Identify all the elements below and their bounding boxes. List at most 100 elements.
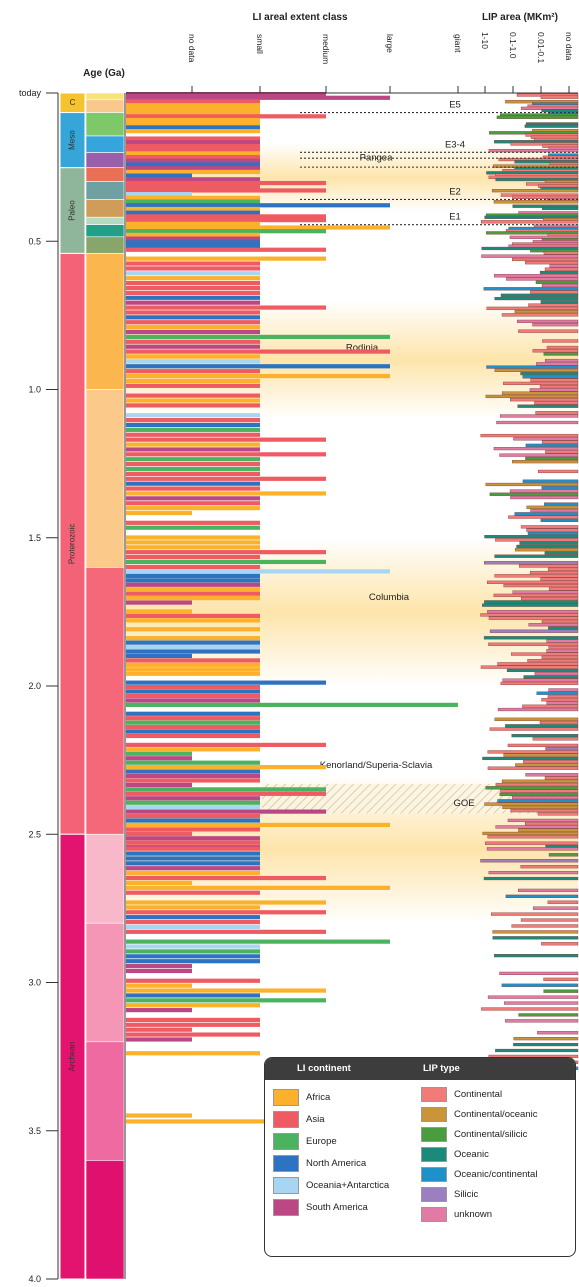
lip-category-label: 1-10 [480, 32, 490, 49]
legend-lip-label: unknown [454, 1208, 493, 1220]
lip-bar [488, 149, 579, 153]
li-bar [126, 591, 260, 596]
li-bar [126, 354, 260, 359]
period-block [85, 567, 125, 835]
lip-bar [485, 482, 579, 487]
lip-bar [517, 319, 579, 324]
li-bar [126, 733, 260, 739]
lip-bar [483, 876, 579, 881]
lip-bar [488, 642, 579, 646]
eon-label: C [70, 98, 76, 107]
li-bar [126, 751, 192, 756]
lip-bar [541, 440, 579, 444]
li-bar [126, 993, 260, 998]
legend-lip-label: Silicic [454, 1188, 479, 1200]
li-bar [126, 861, 260, 866]
li-bar [126, 890, 260, 895]
lip-bar [523, 760, 579, 764]
legend-lip-item: Oceanic [421, 1144, 537, 1164]
lip-bar [503, 583, 579, 588]
lip-bar [513, 1037, 579, 1041]
li-bar [126, 403, 260, 408]
lip-bar [497, 707, 579, 712]
lip-bar [549, 264, 579, 268]
y-tick-label: 0.5 [28, 236, 41, 246]
period-block [85, 112, 125, 137]
period-block [85, 922, 125, 1043]
lip-bar [542, 206, 579, 211]
li-bar [126, 725, 260, 730]
lip-bar [521, 597, 579, 601]
lip-bar [525, 443, 579, 447]
legend-lip-swatch [421, 1106, 447, 1122]
li-bar [126, 939, 390, 944]
li-bar [126, 192, 192, 197]
li-bar [126, 520, 260, 525]
li-bar [126, 796, 260, 801]
lip-bar [518, 564, 579, 568]
y-tick-label: 2.5 [28, 829, 41, 839]
y-tick-label: 1.0 [28, 385, 41, 395]
lip-bar [481, 1007, 579, 1011]
lip-bar [523, 675, 579, 679]
li-bar [126, 671, 260, 676]
li-bar [126, 742, 326, 747]
lip-bar [483, 287, 579, 291]
lip-bar [480, 433, 579, 438]
legend-lip-swatch [421, 1146, 447, 1162]
lip-bar [514, 512, 579, 516]
li-bar [126, 285, 260, 291]
lip-bar [511, 734, 579, 738]
lip-bar [494, 954, 579, 958]
lip-bar [487, 750, 579, 754]
li-bar [126, 805, 260, 810]
lip-bar [504, 1019, 579, 1023]
lip-bar [547, 567, 579, 571]
li-bar [126, 644, 260, 650]
li-bar [126, 442, 260, 447]
li-bar [126, 103, 260, 108]
lip-bar [516, 544, 579, 549]
lip-bar [537, 469, 579, 474]
lip-bar [485, 394, 579, 399]
lip-bar [522, 375, 579, 379]
lip-bar [493, 200, 579, 204]
li-bar [126, 716, 260, 721]
lip-bar [540, 300, 579, 304]
lip-bar [482, 756, 579, 761]
lip-bar [525, 261, 579, 265]
legend-li-swatch [273, 1154, 299, 1172]
lip-bar [544, 502, 579, 506]
legend-li-label: Oceania+Antarctica [306, 1179, 390, 1191]
lip-bar [483, 636, 579, 640]
lip-bar [545, 747, 579, 751]
li-bar [126, 756, 192, 761]
lip-bar [505, 724, 579, 728]
li-bar [126, 693, 260, 699]
li-bar [126, 1113, 192, 1118]
lip-bar [487, 580, 579, 584]
li-bar [126, 106, 260, 112]
li-bar [126, 432, 260, 437]
li-bar [126, 305, 326, 310]
lip-bar [539, 270, 579, 275]
lip-bar [481, 220, 579, 224]
li-bar [126, 447, 260, 452]
li-bar [126, 271, 260, 276]
lip-bar [509, 489, 579, 493]
legend-li-item: Africa [273, 1086, 389, 1108]
lip-bar [532, 349, 579, 353]
lip-bar [543, 251, 579, 255]
li-bar [126, 452, 326, 457]
legend-lip-swatch [421, 1206, 447, 1222]
li-bar [126, 247, 326, 252]
lip-bar [512, 590, 579, 594]
supercontinent-label: Columbia [369, 592, 410, 603]
lip-bar [492, 936, 579, 940]
lip-bar [499, 971, 579, 976]
lip-bar [532, 737, 579, 741]
li-bar [126, 1051, 260, 1056]
lip-bar [507, 818, 579, 823]
period-block [85, 224, 125, 238]
